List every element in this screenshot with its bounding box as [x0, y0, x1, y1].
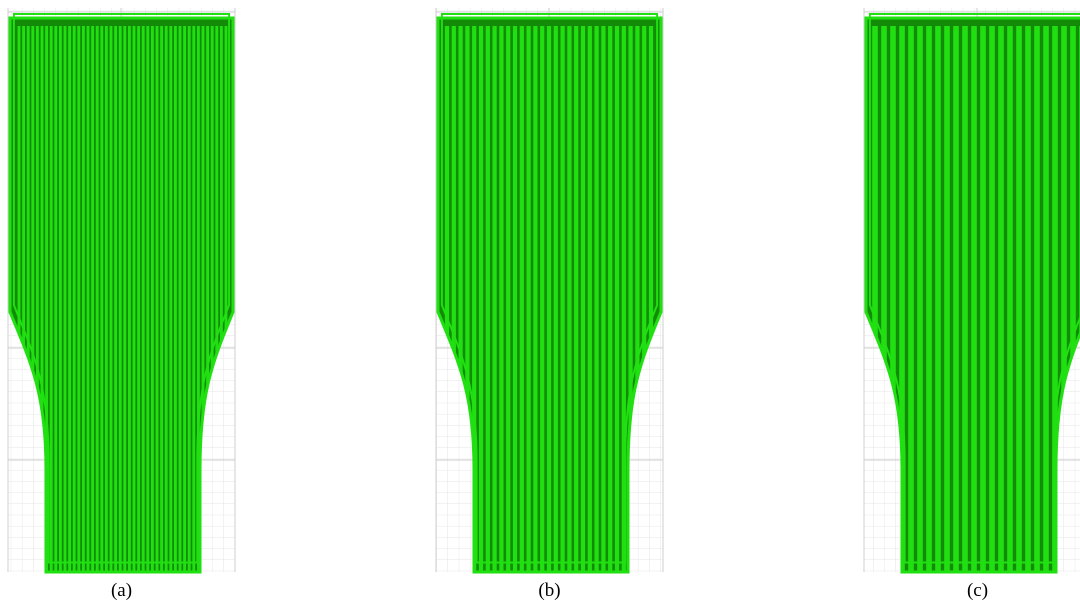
panel-label: (b)	[538, 580, 560, 601]
panel-label: (c)	[967, 580, 988, 601]
page: (a)(b)(c) (() => { const data = JSON.par…	[0, 0, 1080, 603]
panel-label: (a)	[111, 580, 132, 601]
panel: (c)	[864, 8, 1080, 601]
figure: (a) (b) (c)	[0, 0, 1080, 603]
panel: (b)	[436, 8, 663, 601]
panel: (a)	[8, 8, 235, 601]
